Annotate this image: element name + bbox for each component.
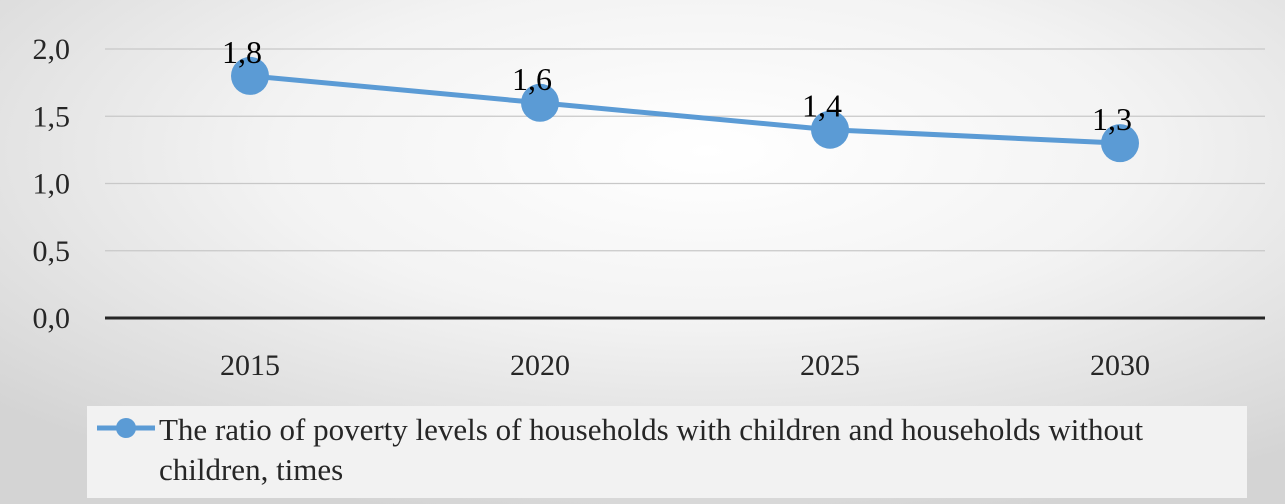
x-tick-label: 2030: [1090, 349, 1150, 382]
data-label: 1,3: [1092, 101, 1132, 137]
legend-series-label: The ratio of poverty levels of household…: [159, 412, 1144, 487]
y-tick-label: 1,5: [33, 100, 71, 133]
y-tick-label: 0,0: [33, 302, 71, 335]
data-label: 1,8: [222, 34, 262, 70]
data-point: [521, 83, 559, 122]
series: [231, 56, 1139, 163]
axes: 0,0 0,5 1,0 1,5 2,0 2015 2020 2025 2030: [33, 33, 1265, 382]
data-label: 1,4: [802, 88, 842, 124]
legend-series-marker: [97, 418, 155, 438]
series-line: [249, 73, 1121, 146]
data-label: 1,6: [512, 61, 552, 97]
y-tick-label: 1,0: [33, 168, 71, 201]
x-tick-label: 2015: [220, 349, 280, 382]
y-tick-label: 0,5: [33, 235, 71, 268]
y-tick-label: 2,0: [33, 33, 71, 66]
data-labels: 1,8 1,6 1,4 1,3: [222, 34, 1132, 137]
legend: The ratio of poverty levels of household…: [87, 406, 1247, 498]
data-point: [1101, 124, 1139, 163]
x-tick-label: 2025: [800, 349, 860, 382]
data-point: [231, 56, 269, 95]
data-point: [811, 110, 849, 149]
x-tick-label: 2020: [510, 349, 570, 382]
